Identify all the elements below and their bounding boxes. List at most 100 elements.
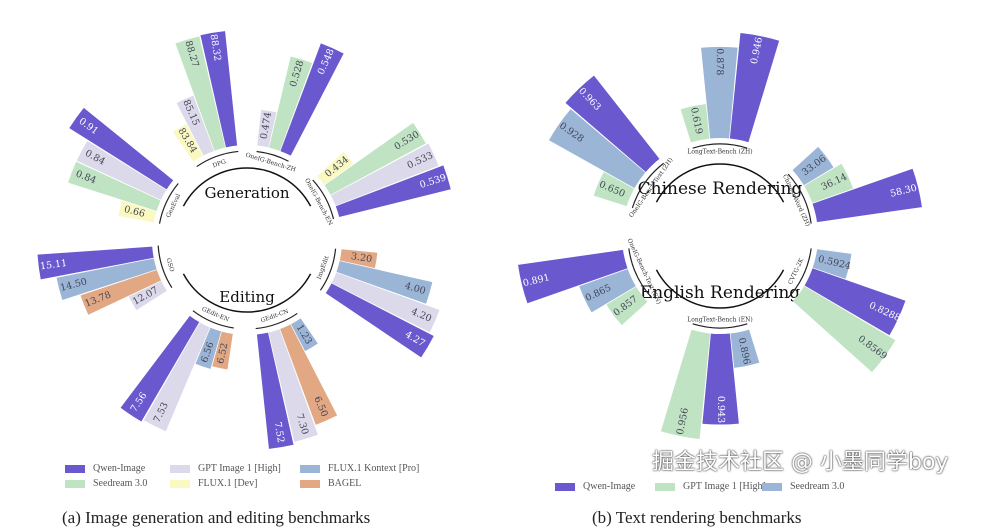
bar-qwen-image [37, 246, 154, 280]
group-arc [196, 150, 239, 168]
bar-qwen-image [280, 43, 344, 156]
inner-arc-bottom [182, 273, 312, 313]
group-arc [631, 162, 665, 209]
watermark: 掘金技术社区 @ 小墨同学boy [652, 450, 949, 475]
group-label: DPG [212, 158, 227, 169]
legend-label: Seedream 3.0 [93, 478, 148, 489]
group-arc [692, 323, 748, 329]
legend-item: FLUX.1 Kontext [Pro] [300, 463, 419, 474]
bar-value-label: 0.956 [675, 407, 691, 436]
bar-value-label: 0.943 [715, 396, 726, 423]
caption-b: (b) Text rendering benchmarks [592, 508, 802, 527]
bar-seedream-3-0 [730, 329, 760, 368]
group-arc [158, 183, 179, 224]
bar-flux-1-kontext-pro- [195, 327, 222, 369]
bar-value-label: 0.946 [749, 36, 765, 65]
inner-arc-top [655, 163, 785, 203]
legend-swatch [300, 479, 320, 488]
bar-seedream-3-0 [324, 122, 426, 195]
group-arc [192, 310, 234, 329]
bar-gpt-image-1-high- [680, 104, 710, 143]
bar-qwen-image [69, 107, 174, 190]
group-label: LongText-Bench (ZH) [687, 149, 752, 156]
legend-label: Qwen-Image [93, 463, 146, 474]
bar-qwen-image [518, 249, 628, 304]
legend-label: Seedream 3.0 [790, 481, 845, 492]
group-arc [692, 143, 748, 149]
bar-qwen-image [120, 315, 200, 422]
bar-gpt-image-1-high- [792, 286, 896, 373]
bar-value-label: 15.11 [39, 258, 67, 272]
bar-qwen-image [812, 168, 922, 223]
bar-qwen-image [804, 268, 906, 336]
group-arc [256, 150, 289, 162]
bar-value-label: 7.52 [272, 421, 286, 444]
bar-flux-1-dev- [118, 200, 157, 223]
bar-seedream-3-0 [579, 268, 636, 313]
bar-bagel [80, 269, 162, 315]
group-label: OneIG-Bench-ZH [245, 152, 297, 174]
bar-flux-1-kontext-pro- [291, 318, 318, 352]
bar-flux-1-kontext-pro- [56, 258, 157, 300]
center-label-bottom: Editing [219, 288, 275, 306]
inner-arc-top [182, 167, 312, 207]
legend-label: GPT Image 1 [High] [683, 481, 766, 492]
legend-item: FLUX.1 [Dev] [170, 478, 257, 489]
legend-item: Seedream 3.0 [762, 481, 844, 492]
bar-value-label: 0.619 [688, 106, 704, 135]
bar-qwen-image [256, 332, 294, 449]
legend-item: Seedream 3.0 [65, 478, 147, 489]
bar-bagel [280, 324, 338, 425]
group-label: GSO [164, 257, 175, 272]
bar-flux-1-dev- [317, 151, 354, 185]
group-label: CVTG-2K [787, 257, 805, 286]
legend-label: GPT Image 1 [High] [198, 463, 281, 474]
bar-gpt-image-1-high- [660, 329, 711, 439]
bar-gpt-image-1-high- [804, 163, 854, 204]
legend-swatch [170, 464, 190, 473]
legend-label: Qwen-Image [583, 481, 636, 492]
bar-seedream-3-0 [175, 36, 226, 151]
group-label: LongText-Bench (EN) [687, 317, 752, 324]
bar-qwen-image [565, 75, 660, 173]
bar-gpt-image-1-high- [176, 95, 214, 156]
legend-label: FLUX.1 [Dev] [198, 478, 258, 489]
legend-item: GPT Image 1 [High] [655, 481, 766, 492]
legend-label: FLUX.1 Kontext [Pro] [328, 463, 420, 474]
bar-qwen-image [729, 33, 780, 143]
group-arc [157, 245, 173, 289]
bar-gpt-image-1-high- [76, 141, 167, 200]
group-arc [319, 248, 337, 291]
legend-swatch [300, 464, 320, 473]
bar-gpt-image-1-high- [330, 143, 439, 206]
bar-seedream-3-0 [812, 249, 852, 279]
legend-swatch [655, 482, 675, 491]
bar-gpt-image-1-high- [593, 172, 635, 207]
legend-swatch [170, 479, 190, 488]
bar-gpt-image-1-high- [257, 109, 277, 148]
group-arc [312, 179, 335, 220]
bar-value-label: 3.20 [350, 251, 373, 265]
bar-value-label: 88.32 [208, 33, 223, 62]
bar-bagel [212, 331, 233, 370]
bar-qwen-image [200, 31, 238, 148]
bar-flux-1-dev- [173, 123, 203, 162]
caption-a: (a) Image generation and editing benchma… [62, 508, 371, 527]
bar-seedream-3-0 [548, 109, 646, 189]
bar-seedream-3-0 [68, 161, 161, 211]
bar-value-label: 0.66 [123, 204, 146, 220]
center-label-bottom: English Rendering [640, 283, 800, 303]
bar-gpt-image-1-high- [143, 322, 210, 432]
legend-swatch [65, 464, 85, 473]
bar-qwen-image [335, 165, 451, 218]
bar-gpt-image-1-high- [268, 329, 318, 442]
bar-gpt-image-1-high- [331, 272, 440, 333]
legend-swatch [762, 482, 782, 491]
bar-qwen-image [702, 333, 739, 425]
bar-gpt-image-1-high- [128, 281, 167, 311]
bar-value-label: 0.896 [736, 337, 752, 366]
legend-swatch [555, 482, 575, 491]
bar-value-label: 0.474 [259, 111, 274, 140]
